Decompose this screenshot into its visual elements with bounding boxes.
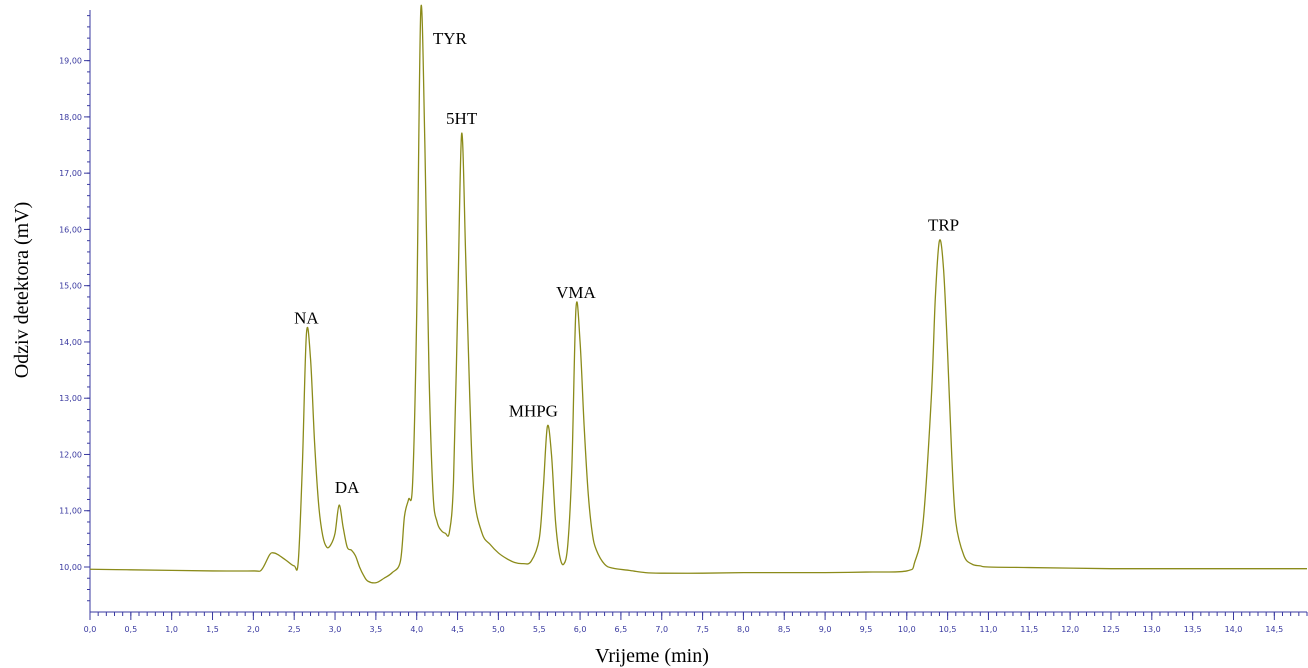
x-tick-label: 10,5 (939, 625, 957, 634)
x-tick-label: 4,0 (410, 625, 423, 634)
x-tick-label: 9,0 (819, 625, 832, 634)
y-tick-label: 11,00 (59, 507, 82, 516)
peak-label: TRP (928, 216, 959, 235)
x-tick-label: 1,5 (206, 625, 219, 634)
y-axis: 10,00 11,00 12,00 13,00 14,00 15,00 16,00 17,00… (59, 10, 91, 612)
y-tick-label: 12,00 (59, 450, 82, 459)
y-axis-title: Odziv detektora (mV) (11, 202, 33, 379)
x-tick-label: 0,0 (84, 625, 97, 634)
x-tick-label: 2,0 (247, 625, 260, 634)
x-tick-label: 3,5 (370, 625, 383, 634)
peak-label: DA (335, 478, 360, 497)
y-tick-label: 10,00 (59, 563, 82, 572)
signal-line (89, 4, 1307, 584)
x-tick-label: 2,5 (288, 625, 301, 634)
plot-area (89, 4, 1307, 584)
x-tick-label: 3,0 (329, 625, 342, 634)
x-tick-label: 13,5 (1184, 625, 1202, 634)
x-tick-label: 11,0 (980, 625, 998, 634)
y-tick-label: 17,00 (59, 169, 82, 178)
y-tick-label: 18,00 (59, 113, 82, 122)
x-tick-label: 12,5 (1102, 625, 1120, 634)
x-tick-label: 13,0 (1143, 625, 1161, 634)
peak-label: VMA (556, 283, 596, 302)
x-tick-label: 6,0 (574, 625, 587, 634)
x-tick-label: 7,0 (655, 625, 668, 634)
x-tick-label: 1,0 (165, 625, 178, 634)
x-tick-label: 8,0 (737, 625, 750, 634)
x-tick-label: 8,5 (778, 625, 791, 634)
y-tick-label: 13,00 (59, 394, 82, 403)
peak-label: 5HT (446, 109, 478, 128)
peak-label: TYR (433, 29, 468, 48)
peak-label: MHPG (509, 401, 558, 420)
peak-annotations: NA DA TYR 5HT MHPG VMA TRP (294, 29, 959, 497)
x-tick-label: 14,5 (1265, 625, 1283, 634)
x-axis-title: Vrijeme (min) (595, 645, 709, 667)
x-tick-label: 9,5 (860, 625, 873, 634)
x-tick-label: 12,0 (1061, 625, 1079, 634)
x-tick-label: 6,5 (615, 625, 628, 634)
x-tick-label: 14,0 (1225, 625, 1243, 634)
y-tick-label: 15,00 (59, 282, 82, 291)
x-axis: 0,0 0,5 1,0 1,5 2,0 2,5 3,0 3,5 4,0 4,5 5,0 5,5 6,0 6… (84, 611, 1308, 634)
y-tick-label: 19,00 (59, 57, 82, 66)
x-tick-label: 0,5 (124, 625, 137, 634)
y-tick-label: 16,00 (59, 225, 82, 234)
peak-label: NA (294, 309, 319, 328)
y-tick-label: 14,00 (59, 338, 82, 347)
x-tick-label: 5,0 (492, 625, 505, 634)
x-tick-label: 10,0 (898, 625, 916, 634)
x-tick-label: 11,5 (1020, 625, 1038, 634)
x-tick-label: 4,5 (451, 625, 464, 634)
x-tick-label: 7,5 (696, 625, 709, 634)
x-tick-label: 5,5 (533, 625, 546, 634)
